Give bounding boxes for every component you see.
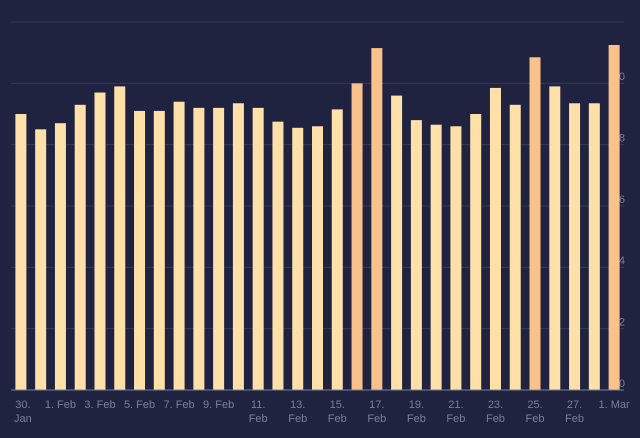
y-tick-label: 4 <box>619 255 625 267</box>
bar <box>312 126 323 391</box>
bar <box>292 127 304 391</box>
bar <box>549 86 561 391</box>
x-tick-label: 1. Mar <box>599 399 631 411</box>
bar <box>410 120 422 390</box>
bar <box>331 109 343 391</box>
bar <box>153 110 165 390</box>
bar <box>509 104 521 391</box>
x-tick-label: 13. Feb <box>288 399 307 425</box>
x-tick-label: 15. Feb <box>328 399 347 425</box>
bar <box>252 107 264 390</box>
x-tick-label: 25. Feb <box>526 399 545 425</box>
bar <box>450 126 462 391</box>
bar <box>430 124 442 390</box>
x-tick-label: 3. Feb <box>84 399 115 411</box>
bar <box>391 95 403 390</box>
bar <box>15 114 27 390</box>
bar <box>371 48 383 391</box>
bar <box>272 121 284 391</box>
bar <box>54 123 66 390</box>
x-tick-label: 7. Feb <box>163 399 194 411</box>
x-tick-label: 19. Feb <box>407 399 426 425</box>
bar <box>351 83 363 390</box>
bar <box>569 103 581 391</box>
bar <box>173 101 185 390</box>
bar <box>94 92 106 391</box>
x-tick-label: 23. Feb <box>486 399 505 425</box>
bar <box>529 57 541 391</box>
bar <box>489 87 501 390</box>
bar <box>232 103 244 391</box>
bar <box>470 114 482 390</box>
bar <box>114 86 126 391</box>
x-tick-label: 11. Feb <box>249 399 268 425</box>
x-tick-label: 1. Feb <box>45 399 76 411</box>
bar <box>35 129 47 391</box>
y-tick-label: 0 <box>619 378 625 390</box>
x-tick-label: 17. Feb <box>367 399 386 425</box>
y-tick-label: 8 <box>619 133 625 145</box>
x-tick-label: 21. Feb <box>446 399 465 425</box>
bar <box>213 107 225 390</box>
x-tick-label: 27. Feb <box>565 399 584 425</box>
bar <box>608 45 620 390</box>
y-tick-label: 2 <box>619 317 625 329</box>
y-tick-label: 6 <box>619 194 625 206</box>
x-tick-label: 30. Jan <box>14 399 32 425</box>
bar <box>74 104 86 391</box>
x-tick-label: 5. Feb <box>124 399 155 411</box>
bar <box>134 110 146 390</box>
x-tick-label: 9. Feb <box>203 399 234 411</box>
bar <box>193 107 205 390</box>
bar <box>588 103 600 391</box>
